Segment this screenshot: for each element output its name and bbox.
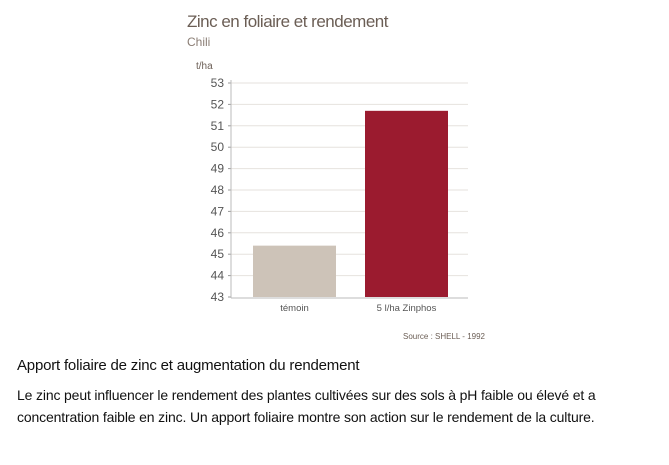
y-tick-label: 43 [211, 290, 225, 304]
x-tick-label: témoin [280, 303, 309, 314]
chart-title: Zinc en foliaire et rendement [187, 12, 389, 31]
bar-chart: Zinc en foliaire et rendement Chili t/ha… [187, 12, 486, 341]
y-tick-label: 49 [211, 162, 225, 176]
y-tick-label: 52 [211, 97, 225, 111]
y-tick-label: 47 [211, 204, 225, 218]
chart-source: Source : SHELL - 1992 [403, 332, 486, 341]
bar-1 [365, 110, 448, 297]
y-tick-label: 53 [211, 76, 225, 90]
y-tick-label: 48 [211, 183, 225, 197]
y-tick-label: 46 [211, 226, 225, 240]
x-tick-label: 5 l/ha Zinphos [377, 303, 437, 314]
y-axis-label: t/ha [196, 61, 213, 72]
caption-text: Le zinc peut influencer le rendement des… [17, 387, 596, 425]
caption-title: Apport foliaire de zinc et augmentation … [17, 357, 360, 374]
y-tick-label: 44 [211, 269, 225, 283]
y-tick-label: 50 [211, 140, 225, 154]
chart-subtitle: Chili [187, 35, 210, 49]
bar-0 [253, 245, 336, 297]
y-tick-label: 51 [211, 119, 225, 133]
y-tick-label: 45 [211, 247, 225, 261]
